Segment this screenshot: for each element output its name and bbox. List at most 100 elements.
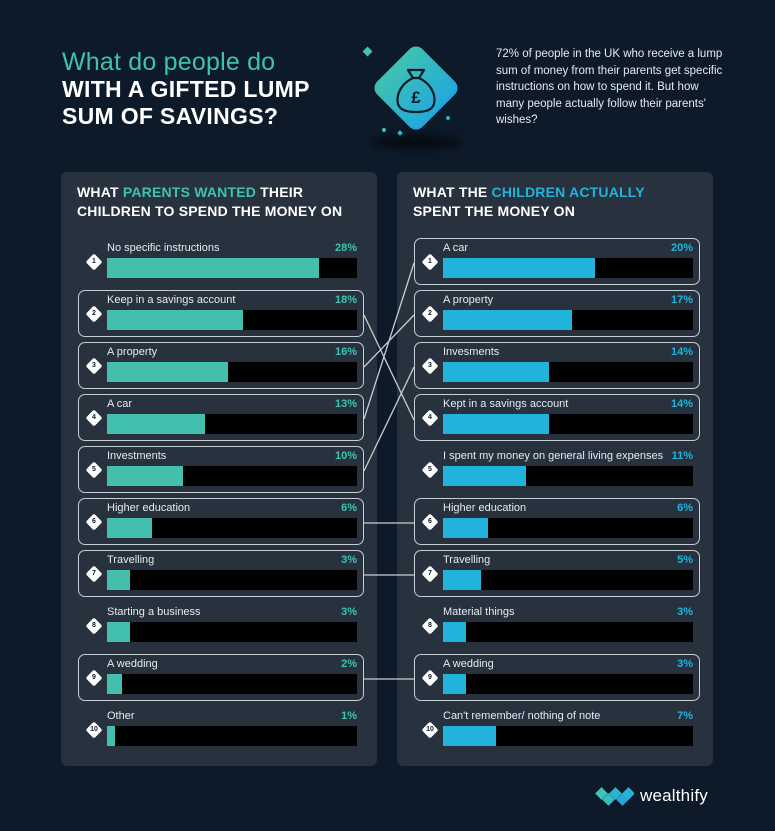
bar-fill bbox=[107, 362, 229, 382]
children-bar-row: 3 Invesments 14% bbox=[414, 342, 700, 389]
bar-fill bbox=[107, 622, 130, 642]
bar-value: 5% bbox=[677, 554, 693, 566]
heading-text: WHAT THE bbox=[413, 184, 492, 200]
bar-fill bbox=[443, 414, 550, 434]
parents-bar-row: 8 Starting a business 3% bbox=[78, 602, 364, 649]
bar-label: Can't remember/ nothing of note bbox=[443, 710, 601, 722]
bar-fill bbox=[443, 518, 489, 538]
rank-diamond-icon: 8 bbox=[421, 617, 439, 635]
rank-diamond-icon: 5 bbox=[421, 461, 439, 479]
heading-text-line-2: SPENT THE MONEY ON bbox=[413, 203, 576, 219]
bar-label: Higher education bbox=[107, 502, 191, 514]
rank-diamond-icon: 6 bbox=[85, 513, 103, 531]
bar-track bbox=[107, 258, 357, 278]
rank-diamond-icon: 5 bbox=[85, 461, 103, 479]
bar-track bbox=[107, 310, 357, 330]
rank-number: 7 bbox=[92, 570, 96, 577]
bar-fill bbox=[443, 622, 466, 642]
bar-track bbox=[443, 466, 693, 486]
rank-diamond-icon: 1 bbox=[421, 253, 439, 271]
parents-bar-row: 2 Keep in a savings account 18% bbox=[78, 290, 364, 337]
heading-text: WHAT bbox=[77, 184, 123, 200]
money-bag-pound-icon: £ bbox=[362, 46, 458, 136]
intro-text: 72% of people in the UK who receive a lu… bbox=[496, 48, 723, 126]
rank-number: 9 bbox=[428, 674, 432, 681]
bar-value: 28% bbox=[334, 242, 357, 254]
bar-value: 6% bbox=[677, 502, 693, 514]
bar-label: Invesments bbox=[443, 346, 500, 358]
bar-fill bbox=[443, 674, 466, 694]
heading-highlight: PARENTS WANTED bbox=[122, 184, 257, 200]
rank-diamond-icon: 2 bbox=[421, 305, 439, 323]
rank-number: 4 bbox=[92, 414, 96, 421]
bar-track bbox=[443, 258, 693, 278]
parents-wanted-panel: WHAT PARENTS WANTED THEIR CHILDREN TO SP… bbox=[61, 172, 377, 766]
title-block: What do people do WITH A GIFTED LUMP SUM… bbox=[62, 48, 310, 130]
bar-label: Investments bbox=[107, 450, 167, 462]
rank-diamond-icon: 10 bbox=[421, 721, 439, 739]
rank-number: 2 bbox=[92, 310, 96, 317]
bar-fill bbox=[443, 258, 595, 278]
bar-label: Higher education bbox=[443, 502, 527, 514]
rank-number: 5 bbox=[428, 466, 432, 473]
children-bar-row: 1 A car 20% bbox=[414, 238, 700, 285]
bar-fill bbox=[107, 466, 183, 486]
bar-label: Travelling bbox=[443, 554, 491, 566]
rank-diamond-icon: 3 bbox=[421, 357, 439, 375]
bar-label: A wedding bbox=[107, 658, 158, 670]
bar-track bbox=[443, 518, 693, 538]
brand-name: wealthify bbox=[640, 786, 708, 805]
rank-diamond-icon: 7 bbox=[85, 565, 103, 583]
bar-fill bbox=[443, 570, 481, 590]
bar-fill bbox=[107, 414, 206, 434]
bar-label: Travelling bbox=[107, 554, 155, 566]
bar-fill bbox=[443, 466, 527, 486]
bar-fill bbox=[443, 310, 572, 330]
bar-track bbox=[107, 570, 357, 590]
parents-bar-row: 10 Other 1% bbox=[78, 706, 364, 753]
bar-value: 1% bbox=[341, 710, 357, 722]
bar-value: 3% bbox=[677, 658, 693, 670]
bar-value: 3% bbox=[341, 606, 357, 618]
bar-track bbox=[107, 726, 357, 746]
bar-label: No specific instructions bbox=[107, 242, 220, 254]
bar-fill bbox=[107, 726, 115, 746]
bar-track bbox=[443, 414, 693, 434]
bar-label: A wedding bbox=[443, 658, 494, 670]
heading-text-line-2: CHILDREN TO SPEND THE MONEY ON bbox=[77, 203, 343, 219]
bar-fill bbox=[443, 726, 497, 746]
bar-label: A property bbox=[107, 346, 158, 358]
bar-track bbox=[107, 518, 357, 538]
bar-value: 3% bbox=[341, 554, 357, 566]
rank-number: 6 bbox=[428, 518, 432, 525]
rank-diamond-icon: 10 bbox=[85, 721, 103, 739]
bar-label: I spent my money on general living expen… bbox=[443, 450, 664, 462]
bar-value: 10% bbox=[334, 450, 357, 462]
bar-value: 17% bbox=[670, 294, 693, 306]
bar-value: 11% bbox=[671, 450, 693, 462]
rank-number: 9 bbox=[92, 674, 96, 681]
bar-track bbox=[107, 466, 357, 486]
bar-track bbox=[107, 362, 357, 382]
children-bar-row: 10 Can't remember/ nothing of note 7% bbox=[414, 706, 700, 753]
wealthify-brand: wealthify bbox=[594, 786, 708, 806]
bar-value: 13% bbox=[334, 398, 357, 410]
bar-track bbox=[443, 310, 693, 330]
children-bar-row: 4 Kept in a savings account 14% bbox=[414, 394, 700, 441]
bar-label: A car bbox=[443, 242, 469, 254]
rank-number: 3 bbox=[92, 362, 96, 369]
rank-diamond-icon: 4 bbox=[85, 409, 103, 427]
parents-bar-row: 9 A wedding 2% bbox=[78, 654, 364, 701]
parents-bar-row: 7 Travelling 3% bbox=[78, 550, 364, 597]
heading-highlight: CHILDREN ACTUALLY bbox=[491, 184, 645, 200]
svg-text:£: £ bbox=[411, 88, 421, 107]
parents-bar-row: 6 Higher education 6% bbox=[78, 498, 364, 545]
bar-value: 6% bbox=[341, 502, 357, 514]
title-line-2: SUM OF SAVINGS? bbox=[62, 103, 279, 129]
children-bar-row: 8 Material things 3% bbox=[414, 602, 700, 649]
rank-number: 5 bbox=[92, 466, 96, 473]
bar-track bbox=[443, 674, 693, 694]
bar-value: 7% bbox=[677, 710, 693, 722]
bar-fill bbox=[107, 310, 244, 330]
parents-bar-row: 3 A property 16% bbox=[78, 342, 364, 389]
